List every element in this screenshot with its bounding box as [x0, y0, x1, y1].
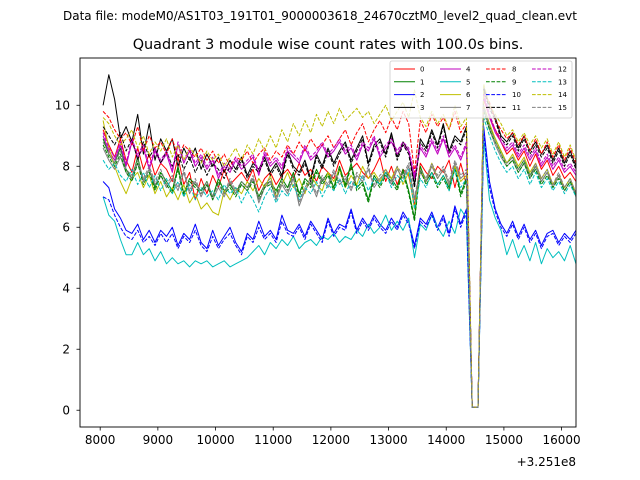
series-line-2 — [102, 126, 576, 408]
series-line-5 — [102, 138, 576, 408]
legend-label: 6 — [466, 91, 471, 99]
x-axis: 8000 9000 10000 11000 12000 13000 14000 15000 16… — [85, 427, 581, 447]
legend-label: 13 — [558, 78, 567, 86]
series-line-11 — [102, 89, 576, 408]
series-line-10 — [102, 132, 576, 408]
legend-label: 14 — [558, 91, 567, 99]
y-tick-label: 10 — [55, 99, 70, 113]
y-tick-label: 6 — [62, 221, 70, 235]
x-tick-label: 14000 — [427, 433, 465, 447]
x-tick-label: 13000 — [369, 433, 407, 447]
legend-label: 0 — [420, 66, 424, 74]
series-line-4 — [102, 95, 576, 408]
y-tick-label: 2 — [62, 343, 70, 357]
y-tick-label: 0 — [62, 404, 70, 418]
legend-box — [389, 60, 573, 119]
legend-label: 15 — [558, 104, 567, 112]
x-tick-label: 12000 — [312, 433, 350, 447]
x-tick-label: 16000 — [542, 433, 580, 447]
series-line-13 — [102, 117, 576, 408]
legend-label: 8 — [512, 66, 516, 74]
series-line-15 — [102, 104, 576, 408]
series-layer — [102, 74, 576, 408]
legend-label: 3 — [420, 104, 424, 112]
y-axis: 0 2 4 6 8 10 — [55, 99, 80, 418]
legend-label: 9 — [512, 78, 516, 86]
plot-frame — [79, 57, 577, 428]
legend-label: 10 — [512, 91, 521, 99]
series-line-8 — [102, 92, 576, 408]
legend-label: 7 — [466, 104, 470, 112]
x-tick-label: 10000 — [196, 433, 234, 447]
legend-label: 12 — [558, 66, 567, 74]
x-tick-label: 8000 — [85, 433, 116, 447]
legend-label: 4 — [466, 66, 471, 74]
series-line-9 — [102, 110, 576, 408]
series-line-14 — [102, 83, 576, 408]
x-axis-offset-label: +3.251e8 — [517, 455, 576, 469]
x-tick-label: 15000 — [485, 433, 523, 447]
x-tick-label: 11000 — [254, 433, 292, 447]
legend-label: 5 — [466, 78, 470, 86]
chart-title: Quadrant 3 module wise count rates with … — [133, 37, 524, 53]
legend-label: 1 — [420, 78, 424, 86]
suptitle: Data file: modeM0/AS1T03_191T01_90000036… — [63, 9, 577, 23]
y-tick-label: 8 — [62, 160, 70, 174]
legend-label: 11 — [512, 104, 521, 112]
legend-label: 2 — [420, 91, 424, 99]
y-tick-label: 4 — [62, 282, 70, 296]
x-tick-label: 9000 — [143, 433, 174, 447]
